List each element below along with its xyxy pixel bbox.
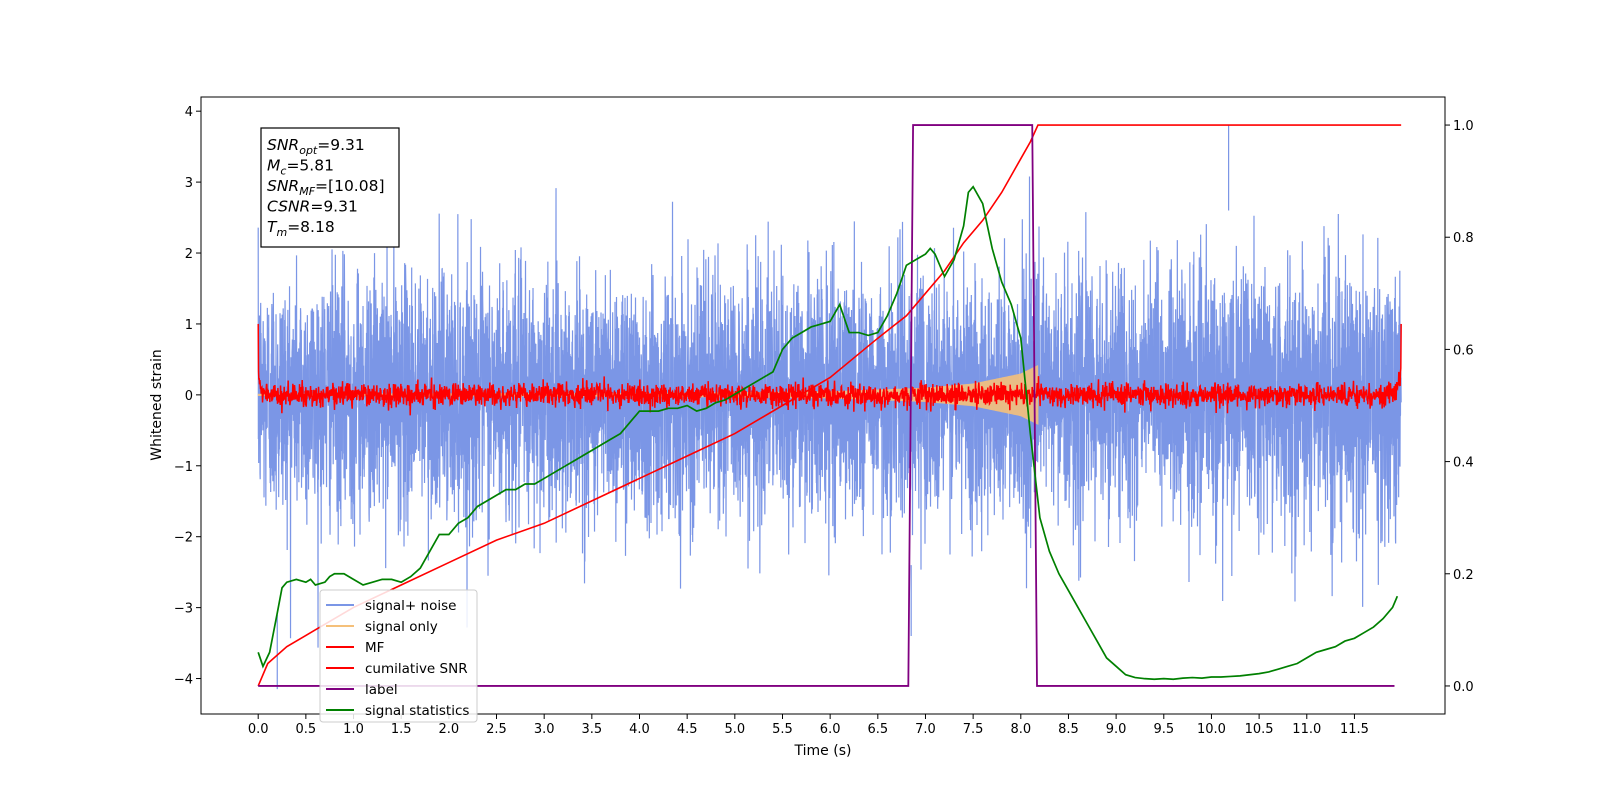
plot-frame xyxy=(200,96,1446,715)
y2-tick-label: 0.8 xyxy=(1453,231,1474,246)
y-tick-label: 0 xyxy=(185,389,193,404)
x-tick-label: 0.5 xyxy=(296,722,317,737)
y-axis-left: −4 −3 −2 −1 0 1 2 3 4 xyxy=(174,105,201,688)
y-tick-label: −2 xyxy=(174,531,193,546)
legend: signal+ noise signal only MF cumilative SNR… xyxy=(319,589,478,723)
annotation-line: CSNR=9.31 xyxy=(267,198,358,216)
legend-entry-label: MF xyxy=(365,640,384,656)
annotation-line: SNRopt=9.31 xyxy=(267,136,365,157)
x-tick-label: 6.5 xyxy=(867,722,888,737)
x-tick-label: 10.0 xyxy=(1197,722,1226,737)
y-tick-label: −3 xyxy=(174,602,193,617)
x-tick-label: 8.0 xyxy=(1010,722,1031,737)
stats-annotation-box: SNRopt=9.31Mc=5.81SNRMF=[10.08]CSNR=9.31… xyxy=(260,127,400,248)
y-tick-label: 1 xyxy=(185,318,193,333)
legend-entry-label: signal statistics xyxy=(365,703,469,719)
x-tick-label: 4.5 xyxy=(677,722,698,737)
y2-tick-label: 0.2 xyxy=(1453,568,1474,583)
x-tick-label: 9.5 xyxy=(1153,722,1174,737)
y-tick-label: −1 xyxy=(174,460,193,475)
y-tick-label: 4 xyxy=(185,105,193,120)
series-label-line xyxy=(258,124,1395,687)
x-tick-label: 11.5 xyxy=(1340,722,1369,737)
x-tick-label: 1.0 xyxy=(343,722,364,737)
x-tick-label: 11.0 xyxy=(1292,722,1321,737)
x-tick-label: 3.0 xyxy=(534,722,555,737)
y2-tick-label: 0.0 xyxy=(1453,680,1474,695)
x-tick-label: 4.0 xyxy=(629,722,650,737)
legend-entry-label: label xyxy=(365,682,398,698)
series-mf-line xyxy=(257,323,1402,416)
legend-frame xyxy=(319,589,478,723)
series-signal-statistics-line xyxy=(257,185,1399,681)
x-tick-label: 7.5 xyxy=(963,722,984,737)
y-tick-label: 3 xyxy=(185,176,193,191)
x-tick-label: 9.0 xyxy=(1106,722,1127,737)
legend-entry-label: signal+ noise xyxy=(365,598,456,614)
x-tick-label: 5.0 xyxy=(724,722,745,737)
annotation-line: Tm=8.18 xyxy=(267,218,335,239)
x-tick-label: 6.0 xyxy=(820,722,841,737)
x-tick-label: 2.0 xyxy=(439,722,460,737)
annotation-frame xyxy=(260,127,400,248)
x-tick-label: 1.5 xyxy=(391,722,412,737)
x-tick-label: 10.5 xyxy=(1245,722,1274,737)
y2-tick-label: 1.0 xyxy=(1453,119,1474,134)
y-tick-label: 2 xyxy=(185,247,193,262)
x-tick-label: 5.5 xyxy=(772,722,793,737)
x-tick-label: 8.5 xyxy=(1058,722,1079,737)
x-tick-label: 3.5 xyxy=(581,722,602,737)
x-axis: 0.0 0.5 1.0 1.5 2.0 2.5 3.0 3.5 4.0 4.5 5.0 5.5 6.0 6… xyxy=(248,714,1369,737)
legend-entry-label: signal only xyxy=(365,619,438,635)
y-axis-right: 0.0 0.2 0.4 0.6 0.8 1.0 xyxy=(1445,119,1474,695)
x-tick-label: 7.0 xyxy=(915,722,936,737)
y2-tick-label: 0.4 xyxy=(1453,456,1474,471)
x-tick-label: 0.0 xyxy=(248,722,269,737)
x-axis-label: Time (s) xyxy=(794,743,852,759)
annotation-line: Mc=5.81 xyxy=(267,157,334,178)
annotation-line: SNRMF=[10.08] xyxy=(267,177,385,198)
y-axis-label: Whitened strain xyxy=(149,349,165,460)
x-tick-label: 2.5 xyxy=(486,722,507,737)
legend-entry-label: cumilative SNR xyxy=(365,661,468,677)
y-tick-label: −4 xyxy=(174,673,193,688)
y2-tick-label: 0.6 xyxy=(1453,343,1474,358)
series-signal-noise-line xyxy=(257,125,1402,690)
